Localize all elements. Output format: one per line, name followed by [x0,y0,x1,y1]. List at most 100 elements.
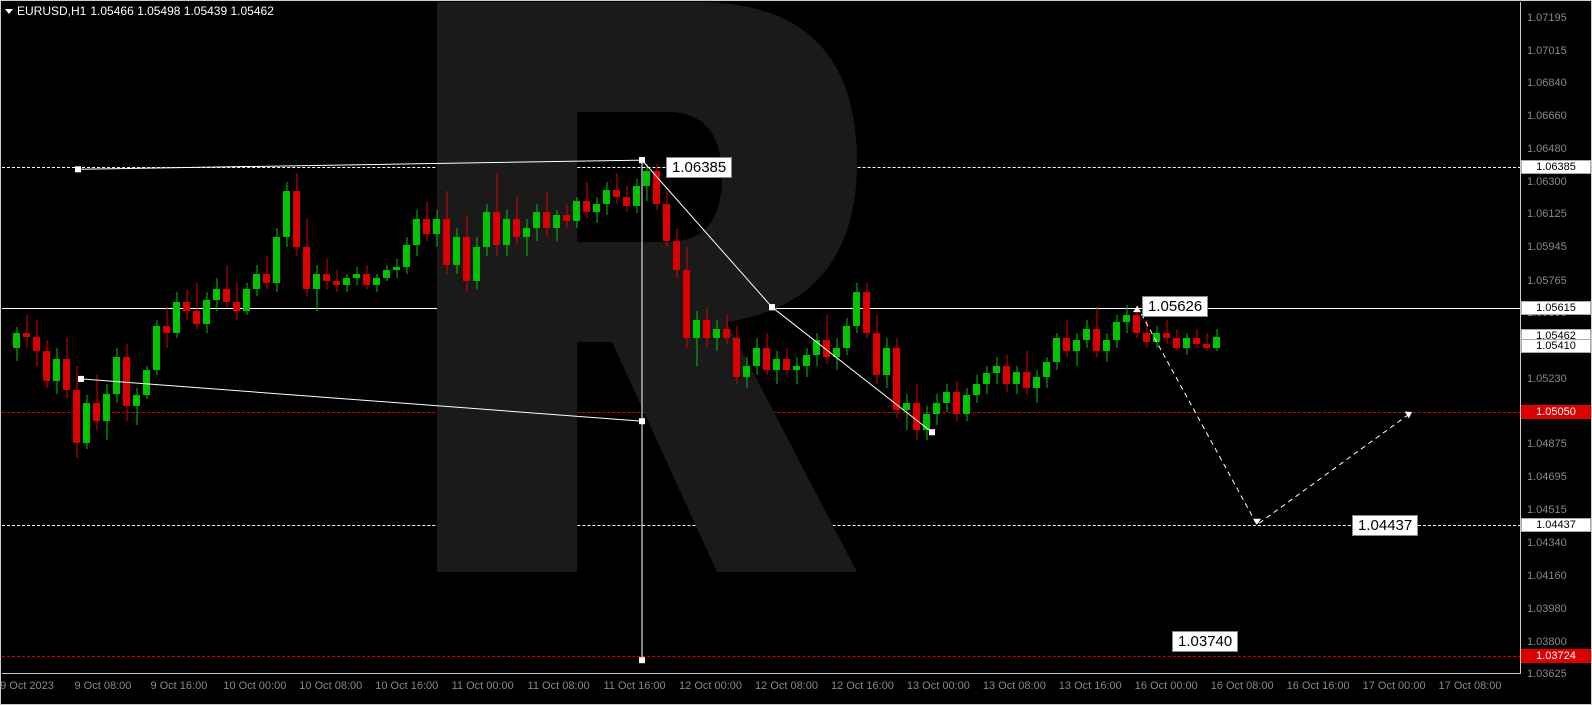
candle[interactable] [683,2,690,674]
candle[interactable] [763,2,770,674]
candle[interactable] [263,2,270,674]
candle[interactable] [103,2,110,674]
candle[interactable] [593,2,600,674]
candle[interactable] [113,2,120,674]
candle[interactable] [603,2,610,674]
candle[interactable] [83,2,90,674]
candle[interactable] [53,2,60,674]
candle[interactable] [543,2,550,674]
candle[interactable] [813,2,820,674]
candle[interactable] [1153,2,1160,674]
candle[interactable] [903,2,910,674]
candle[interactable] [163,2,170,674]
chart-container[interactable]: EURUSD,H1 1.05466 1.05498 1.05439 1.0546… [0,0,1592,705]
candle[interactable] [783,2,790,674]
candle[interactable] [143,2,150,674]
candle[interactable] [503,2,510,674]
candle[interactable] [653,2,660,674]
candle[interactable] [793,2,800,674]
candle[interactable] [1043,2,1050,674]
candle[interactable] [613,2,620,674]
candle[interactable] [343,2,350,674]
candle[interactable] [873,2,880,674]
candle[interactable] [643,2,650,674]
candle[interactable] [1203,2,1210,674]
candle[interactable] [373,2,380,674]
candle[interactable] [183,2,190,674]
candle[interactable] [63,2,70,674]
candle[interactable] [803,2,810,674]
candle[interactable] [1103,2,1110,674]
candle[interactable] [933,2,940,674]
candle[interactable] [283,2,290,674]
price-label[interactable]: 1.03740 [1172,631,1238,652]
candle[interactable] [923,2,930,674]
candle[interactable] [1083,2,1090,674]
candle[interactable] [1013,2,1020,674]
candle[interactable] [843,2,850,674]
candle[interactable] [853,2,860,674]
candle[interactable] [293,2,300,674]
candle[interactable] [1073,2,1080,674]
candle[interactable] [633,2,640,674]
candle[interactable] [1053,2,1060,674]
candle[interactable] [1093,2,1100,674]
candle[interactable] [823,2,830,674]
candle[interactable] [963,2,970,674]
candle[interactable] [213,2,220,674]
candle[interactable] [953,2,960,674]
candle[interactable] [733,2,740,674]
candle[interactable] [433,2,440,674]
candle[interactable] [1133,2,1140,674]
candle[interactable] [973,2,980,674]
candle[interactable] [303,2,310,674]
candle[interactable] [1213,2,1220,674]
candle[interactable] [173,2,180,674]
candle[interactable] [193,2,200,674]
candle[interactable] [333,2,340,674]
candle[interactable] [513,2,520,674]
candle[interactable] [423,2,430,674]
dropdown-icon[interactable] [5,9,13,14]
candle[interactable] [1113,2,1120,674]
candle[interactable] [123,2,130,674]
candle[interactable] [863,2,870,674]
candle[interactable] [753,2,760,674]
price-label[interactable]: 1.05626 [1142,296,1208,317]
plot-area[interactable]: 1.063851.056261.044371.03740 [2,2,1521,674]
candle[interactable] [623,2,630,674]
candle[interactable] [203,2,210,674]
candle[interactable] [1003,2,1010,674]
candle[interactable] [443,2,450,674]
candle[interactable] [1063,2,1070,674]
candle[interactable] [573,2,580,674]
candle[interactable] [473,2,480,674]
candle[interactable] [253,2,260,674]
candle[interactable] [383,2,390,674]
candle[interactable] [773,2,780,674]
candle[interactable] [703,2,710,674]
candle[interactable] [403,2,410,674]
candle[interactable] [1183,2,1190,674]
candle[interactable] [673,2,680,674]
candle[interactable] [483,2,490,674]
candle[interactable] [883,2,890,674]
candle[interactable] [1123,2,1130,674]
candle[interactable] [993,2,1000,674]
candle[interactable] [23,2,30,674]
candle[interactable] [73,2,80,674]
candle[interactable] [663,2,670,674]
candle[interactable] [983,2,990,674]
candle[interactable] [1193,2,1200,674]
candle[interactable] [743,2,750,674]
candle[interactable] [313,2,320,674]
candle[interactable] [553,2,560,674]
candle[interactable] [1023,2,1030,674]
price-label[interactable]: 1.04437 [1352,515,1418,536]
candle[interactable] [43,2,50,674]
candle[interactable] [693,2,700,674]
candle[interactable] [523,2,530,674]
candle[interactable] [233,2,240,674]
candle[interactable] [93,2,100,674]
candle[interactable] [723,2,730,674]
